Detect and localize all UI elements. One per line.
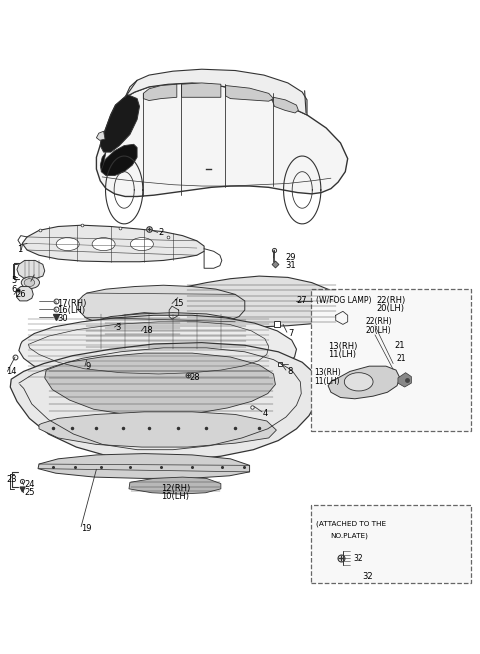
Text: 4: 4 xyxy=(263,409,268,418)
Ellipse shape xyxy=(21,277,39,288)
Text: 13(RH): 13(RH) xyxy=(315,368,341,377)
Text: 11(LH): 11(LH) xyxy=(328,350,357,359)
Text: 27: 27 xyxy=(297,296,307,305)
Text: 21: 21 xyxy=(394,341,405,350)
Polygon shape xyxy=(78,285,245,330)
Polygon shape xyxy=(273,97,299,113)
Polygon shape xyxy=(179,276,341,327)
Text: 26: 26 xyxy=(15,290,25,299)
Text: 9: 9 xyxy=(86,362,91,371)
Text: (W/FOG LAMP): (W/FOG LAMP) xyxy=(316,296,371,305)
Text: 20(LH): 20(LH) xyxy=(376,304,405,313)
Text: 11(LH): 11(LH) xyxy=(315,377,340,387)
Polygon shape xyxy=(398,373,411,387)
Polygon shape xyxy=(226,86,274,101)
Text: 14: 14 xyxy=(6,367,17,376)
Polygon shape xyxy=(100,152,106,171)
Polygon shape xyxy=(76,313,250,351)
Polygon shape xyxy=(125,69,307,115)
Text: 22(RH): 22(RH) xyxy=(376,296,406,305)
Text: 12(RH): 12(RH) xyxy=(161,485,190,493)
Text: 1: 1 xyxy=(17,245,22,254)
Text: 2: 2 xyxy=(158,228,164,237)
Polygon shape xyxy=(102,313,182,337)
Ellipse shape xyxy=(131,237,154,250)
Polygon shape xyxy=(39,412,276,447)
Text: 31: 31 xyxy=(285,261,296,270)
Polygon shape xyxy=(129,477,221,494)
Text: 19: 19 xyxy=(81,523,92,532)
Text: 5: 5 xyxy=(12,275,17,284)
Text: 23: 23 xyxy=(6,475,17,484)
Polygon shape xyxy=(38,454,250,479)
Polygon shape xyxy=(19,315,297,382)
Text: 18: 18 xyxy=(143,326,153,336)
Polygon shape xyxy=(100,95,140,152)
Text: 16(LH): 16(LH) xyxy=(57,306,85,315)
Text: 3: 3 xyxy=(116,322,121,332)
Polygon shape xyxy=(22,225,204,262)
Text: 6: 6 xyxy=(12,284,17,294)
Ellipse shape xyxy=(344,373,373,391)
Text: 20(LH): 20(LH) xyxy=(366,326,392,336)
Text: 13(RH): 13(RH) xyxy=(328,342,358,351)
Text: 15: 15 xyxy=(173,299,183,308)
Text: 24: 24 xyxy=(24,481,35,489)
Text: (ATTACHED TO THE: (ATTACHED TO THE xyxy=(316,521,386,527)
Text: 32: 32 xyxy=(353,553,362,562)
Polygon shape xyxy=(101,145,137,175)
Text: 28: 28 xyxy=(189,373,200,383)
Text: 8: 8 xyxy=(287,367,292,376)
Polygon shape xyxy=(96,83,348,196)
Polygon shape xyxy=(17,260,45,279)
Text: NO.PLATE): NO.PLATE) xyxy=(330,532,368,539)
Polygon shape xyxy=(10,343,321,460)
Bar xyxy=(311,504,471,583)
Text: 10(LH): 10(LH) xyxy=(161,492,189,501)
Text: 32: 32 xyxy=(362,572,372,581)
Ellipse shape xyxy=(56,237,79,250)
Text: 29: 29 xyxy=(285,253,296,262)
Ellipse shape xyxy=(92,237,115,250)
Text: 25: 25 xyxy=(24,489,35,497)
Text: 7: 7 xyxy=(288,329,293,338)
Text: 22(RH): 22(RH) xyxy=(366,317,393,326)
Polygon shape xyxy=(328,366,400,399)
Polygon shape xyxy=(144,84,177,101)
Polygon shape xyxy=(96,131,105,141)
Bar xyxy=(311,289,471,432)
Polygon shape xyxy=(45,353,276,416)
Polygon shape xyxy=(16,286,33,301)
Polygon shape xyxy=(181,83,221,97)
Text: 21: 21 xyxy=(397,354,407,363)
Ellipse shape xyxy=(24,279,35,286)
Text: 30: 30 xyxy=(57,314,68,323)
Text: 17(RH): 17(RH) xyxy=(57,299,86,308)
